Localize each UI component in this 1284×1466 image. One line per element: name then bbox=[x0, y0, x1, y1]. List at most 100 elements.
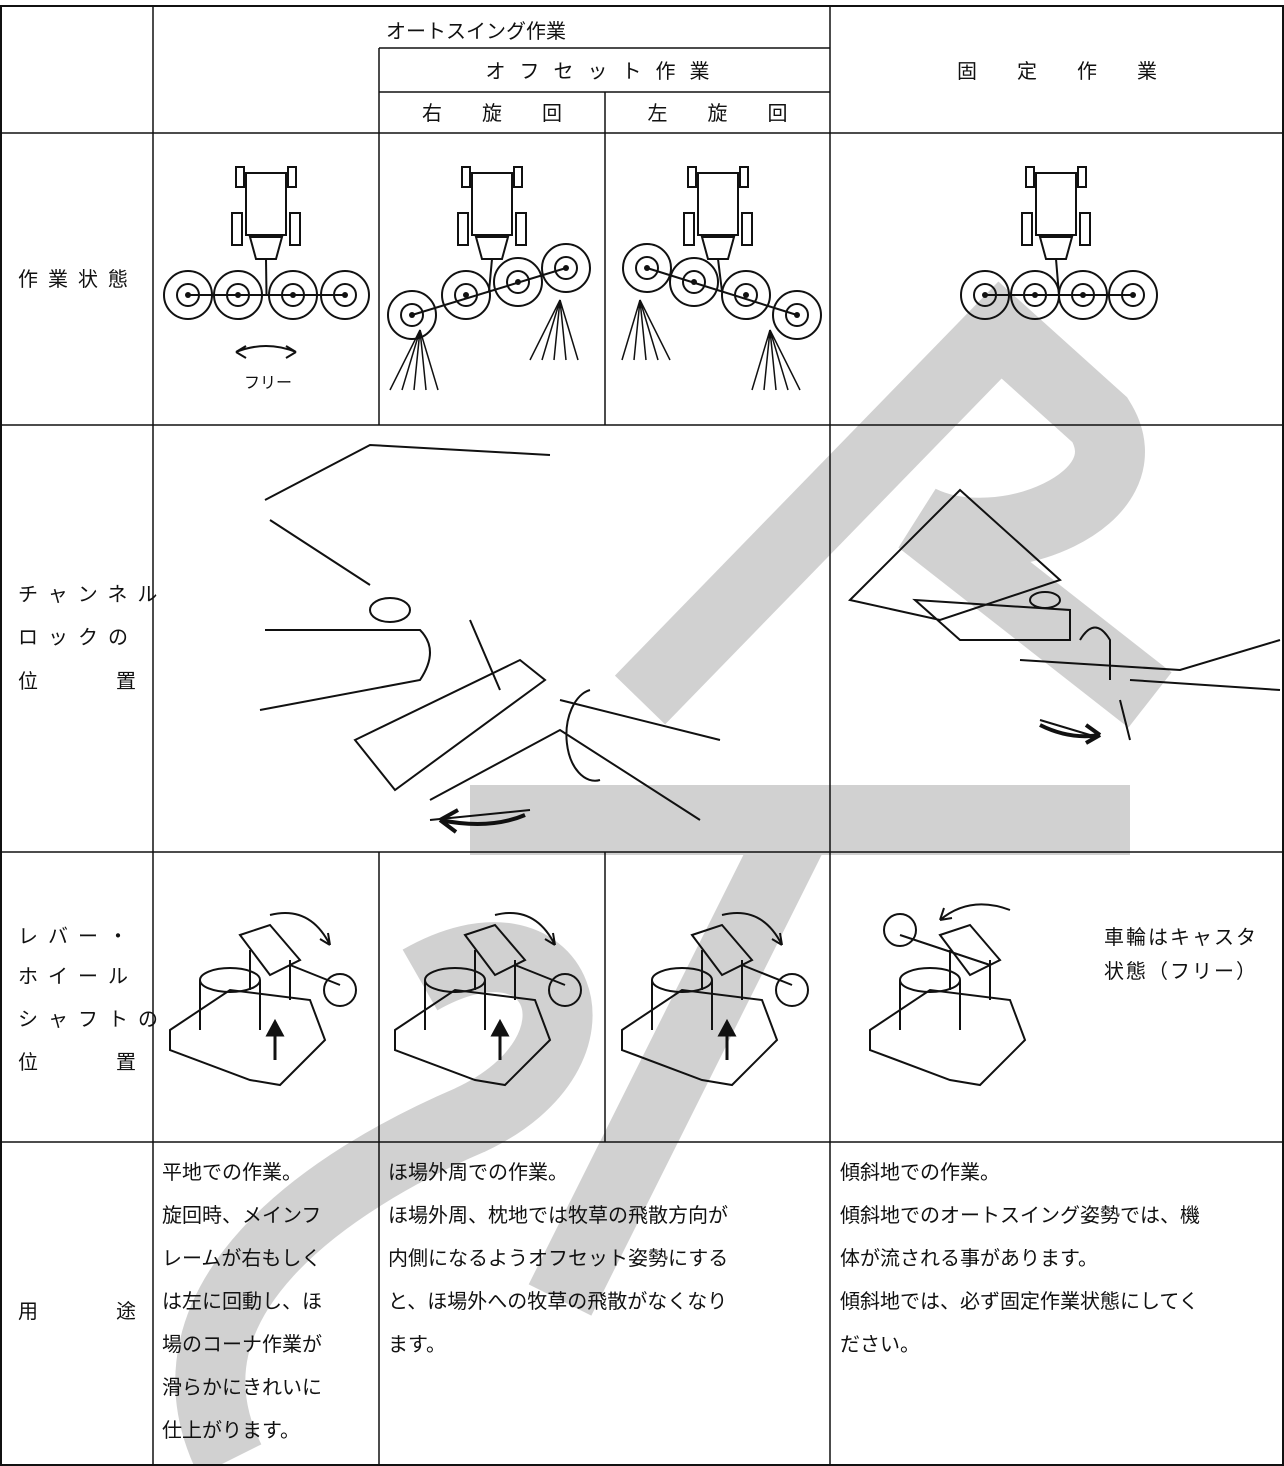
rake-axle bbox=[463, 292, 469, 298]
usage-line: 体が流される事があります。 bbox=[840, 1246, 1098, 1270]
spray-line bbox=[639, 299, 659, 361]
rake-hub bbox=[454, 283, 478, 307]
lever-arm bbox=[899, 934, 991, 966]
usage-line: 傾斜地でのオートスイング姿勢では、機 bbox=[840, 1203, 1200, 1227]
tractor-wheel bbox=[461, 166, 471, 188]
hitch bbox=[700, 236, 736, 260]
usage-line: 場のコーナ作業が bbox=[162, 1332, 322, 1356]
rake-hub bbox=[554, 256, 578, 280]
lever-diagram bbox=[169, 912, 357, 1087]
rake-axle bbox=[1080, 292, 1086, 298]
watermark bbox=[614, 281, 1172, 728]
rake-wheel bbox=[441, 270, 491, 320]
usage-line: と、ほ場外への牧草の飛散がなくなり bbox=[388, 1289, 728, 1313]
usage-line: 仕上がります。 bbox=[162, 1418, 300, 1442]
rake-hub bbox=[973, 283, 997, 307]
usage-line: は左に回動し、ほ bbox=[162, 1289, 322, 1313]
rake-wheel bbox=[541, 243, 591, 293]
lock-arrow bbox=[438, 808, 526, 834]
rake-axle bbox=[1032, 292, 1038, 298]
rake-wheel bbox=[387, 290, 437, 340]
tractor-diagram bbox=[622, 166, 822, 340]
header-offset: オフセット作業 bbox=[485, 59, 724, 83]
spray-line bbox=[419, 329, 427, 391]
turn-arrow bbox=[939, 903, 1011, 921]
push-arrow bbox=[490, 1018, 510, 1060]
free-label: フリー bbox=[244, 373, 293, 392]
drive-link bbox=[717, 258, 723, 292]
spray-line bbox=[401, 329, 421, 391]
usage-line: 内側になるようオフセット姿勢にする bbox=[388, 1246, 729, 1270]
row-label: 用途 bbox=[18, 1299, 136, 1323]
row-label: 作業状態 bbox=[18, 267, 138, 291]
rake-wheel bbox=[1108, 270, 1158, 320]
turn-arrow bbox=[494, 912, 556, 946]
usage-line: 傾斜地での作業。 bbox=[840, 1160, 1000, 1184]
spray-line bbox=[769, 329, 789, 391]
row-label: チャンネル bbox=[18, 582, 168, 606]
post bbox=[424, 967, 487, 1030]
rake-axle bbox=[235, 292, 241, 298]
base-plate bbox=[169, 988, 327, 1087]
rake-axle bbox=[743, 292, 749, 298]
tractor-wheel bbox=[1021, 212, 1033, 246]
row-label: 位置 bbox=[18, 669, 136, 693]
tractor-wheel bbox=[683, 212, 695, 246]
tractor-body bbox=[471, 172, 513, 236]
spray-line bbox=[541, 299, 561, 361]
spray-line bbox=[769, 329, 801, 391]
lever-diagram bbox=[869, 903, 1027, 1087]
header-fixed: 固定作業 bbox=[957, 59, 1197, 83]
rake-axle bbox=[691, 279, 697, 285]
rake-wheel bbox=[1058, 270, 1108, 320]
rake-wheel bbox=[493, 257, 543, 307]
lever-ball bbox=[323, 973, 357, 1007]
lever-diagram bbox=[394, 912, 582, 1087]
tractor-wheel bbox=[1079, 212, 1091, 246]
tractor-diagram bbox=[960, 166, 1158, 320]
note: 状態（フリー） bbox=[1104, 959, 1258, 983]
tractor-wheel bbox=[1077, 166, 1087, 188]
post bbox=[651, 967, 714, 1030]
spray-line bbox=[559, 299, 579, 361]
tractor-wheel bbox=[457, 212, 469, 246]
rake-axle bbox=[1130, 292, 1136, 298]
spray-line bbox=[389, 329, 421, 391]
spray-line bbox=[769, 329, 777, 391]
rake-axle bbox=[185, 292, 191, 298]
header-auto-swing: オートスイング作業 bbox=[386, 19, 566, 43]
tractor-diagram bbox=[163, 166, 370, 320]
note: 車輪はキャスタ bbox=[1104, 925, 1258, 949]
header-right-turn: 右旋回 bbox=[422, 101, 602, 125]
usage-fixed: 傾斜地での作業。 傾斜地でのオートスイング姿勢では、機 体が流される事があります。傾… bbox=[840, 1151, 1200, 1366]
usage-auto-swing: 平地での作業。 旋回時、メインフ レームが右もしく は左に回動し、ほ 場のコーナ作業が滑… bbox=[162, 1151, 322, 1452]
lock-arrow bbox=[1039, 723, 1102, 745]
drive-link bbox=[488, 258, 493, 292]
lever-arm bbox=[514, 964, 566, 986]
hitch bbox=[1038, 236, 1074, 260]
row-label: ロックの bbox=[18, 625, 138, 649]
rake-hub bbox=[1071, 283, 1095, 307]
rake-wheel bbox=[960, 270, 1010, 320]
rake-wheel bbox=[268, 270, 318, 320]
rake-axle bbox=[342, 292, 348, 298]
spray-line bbox=[413, 329, 421, 391]
usage-line: 滑らかにきれいに bbox=[162, 1375, 322, 1399]
rake-hub bbox=[734, 283, 758, 307]
rake-hub bbox=[226, 283, 250, 307]
usage-offset: ほ場外周での作業。 ほ場外周、枕地では牧草の飛散方向が 内側になるようオフセット姿勢… bbox=[388, 1151, 728, 1366]
row-label: レバー・ bbox=[18, 924, 138, 948]
usage-line: 旋回時、メインフ bbox=[162, 1203, 322, 1227]
lever-arm bbox=[741, 964, 793, 986]
rake-hub bbox=[785, 303, 809, 327]
rake-hub bbox=[1023, 283, 1047, 307]
lever-ball bbox=[883, 913, 917, 947]
tractor-wheel bbox=[741, 212, 753, 246]
yoke bbox=[938, 923, 1002, 1000]
spray-line bbox=[621, 299, 641, 361]
rake-axle bbox=[515, 279, 521, 285]
rake-wheel bbox=[669, 257, 719, 307]
lock-left bbox=[259, 443, 721, 821]
